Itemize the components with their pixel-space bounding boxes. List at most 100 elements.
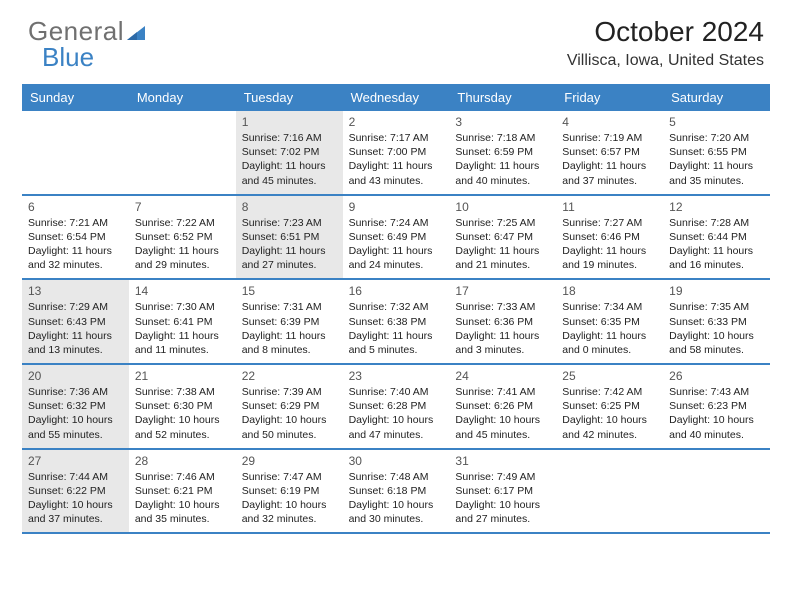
day-number: 23 — [349, 369, 444, 383]
day-number: 11 — [562, 200, 657, 214]
day-number: 31 — [455, 454, 550, 468]
day-info: Sunrise: 7:30 AMSunset: 6:41 PMDaylight:… — [135, 300, 230, 357]
day-cell: 4Sunrise: 7:19 AMSunset: 6:57 PMDaylight… — [556, 111, 663, 194]
day-info: Sunrise: 7:32 AMSunset: 6:38 PMDaylight:… — [349, 300, 444, 357]
day-number: 10 — [455, 200, 550, 214]
title-block: October 2024 Villisca, Iowa, United Stat… — [567, 16, 764, 70]
day-cell: 10 Sunrise: 7:25 AMSunset: 6:47 PMDayligh… — [449, 196, 556, 279]
day-number: 30 — [349, 454, 444, 468]
day-cell: 9 Sunrise: 7:24 AMSunset: 6:49 PMDaylight… — [343, 196, 450, 279]
month-title: October 2024 — [567, 16, 764, 48]
day-number: 16 — [349, 284, 444, 298]
day-number: 26 — [669, 369, 764, 383]
day-header-sun: Sunday — [22, 84, 129, 111]
weeks-container: 1 Sunrise: 7:16 AMSunset: 7:02 PMDaylight… — [22, 111, 770, 534]
day-info: Sunrise: 7:28 AMSunset: 6:44 PMDaylight:… — [669, 216, 764, 273]
day-number: 24 — [455, 369, 550, 383]
day-number: 20 — [28, 369, 123, 383]
day-number: 15 — [242, 284, 337, 298]
day-info: Sunrise: 7:18 AMSunset: 6:59 PMDaylight:… — [455, 131, 550, 188]
day-info: Sunrise: 7:17 AMSunset: 7:00 PMDaylight:… — [349, 131, 444, 188]
day-info: Sunrise: 7:16 AMSunset: 7:02 PMDaylight:… — [242, 131, 337, 188]
day-info: Sunrise: 7:36 AMSunset: 6:32 PMDaylight:… — [28, 385, 123, 442]
day-header-fri: Friday — [556, 84, 663, 111]
day-cell: 28 Sunrise: 7:46 AMSunset: 6:21 PMDayligh… — [129, 450, 236, 533]
day-cell: 11 Sunrise: 7:27 AMSunset: 6:46 PMDayligh… — [556, 196, 663, 279]
day-number: 1 — [242, 115, 337, 129]
day-header-mon: Monday — [129, 84, 236, 111]
logo-triangle-icon — [125, 22, 147, 42]
day-cell — [663, 450, 770, 533]
day-info: Sunrise: 7:23 AMSunset: 6:51 PMDaylight:… — [242, 216, 337, 273]
day-info: Sunrise: 7:46 AMSunset: 6:21 PMDaylight:… — [135, 470, 230, 527]
logo-text-blue: Blue — [42, 42, 94, 73]
day-info: Sunrise: 7:22 AMSunset: 6:52 PMDaylight:… — [135, 216, 230, 273]
day-number: 22 — [242, 369, 337, 383]
day-cell: 6Sunrise: 7:21 AMSunset: 6:54 PMDaylight… — [22, 196, 129, 279]
week-row: 6Sunrise: 7:21 AMSunset: 6:54 PMDaylight… — [22, 196, 770, 281]
day-cell — [129, 111, 236, 194]
day-header-thu: Thursday — [449, 84, 556, 111]
day-number: 8 — [242, 200, 337, 214]
day-number: 12 — [669, 200, 764, 214]
day-cell — [22, 111, 129, 194]
day-number: 25 — [562, 369, 657, 383]
calendar: Sunday Monday Tuesday Wednesday Thursday… — [22, 84, 770, 534]
day-info: Sunrise: 7:20 AMSunset: 6:55 PMDaylight:… — [669, 131, 764, 188]
day-header-wed: Wednesday — [343, 84, 450, 111]
day-cell: 5Sunrise: 7:20 AMSunset: 6:55 PMDaylight… — [663, 111, 770, 194]
day-info: Sunrise: 7:41 AMSunset: 6:26 PMDaylight:… — [455, 385, 550, 442]
day-cell: 14Sunrise: 7:30 AMSunset: 6:41 PMDayligh… — [129, 280, 236, 363]
week-row: 20 Sunrise: 7:36 AMSunset: 6:32 PMDayligh… — [22, 365, 770, 450]
day-cell: 15 Sunrise: 7:31 AMSunset: 6:39 PMDayligh… — [236, 280, 343, 363]
day-info: Sunrise: 7:42 AMSunset: 6:25 PMDaylight:… — [562, 385, 657, 442]
day-info: Sunrise: 7:48 AMSunset: 6:18 PMDaylight:… — [349, 470, 444, 527]
week-row: 27Sunrise: 7:44 AMSunset: 6:22 PMDayligh… — [22, 450, 770, 535]
day-info: Sunrise: 7:43 AMSunset: 6:23 PMDaylight:… — [669, 385, 764, 442]
day-info: Sunrise: 7:25 AMSunset: 6:47 PMDaylight:… — [455, 216, 550, 273]
day-cell: 31 Sunrise: 7:49 AMSunset: 6:17 PMDayligh… — [449, 450, 556, 533]
day-cell: 7 Sunrise: 7:22 AMSunset: 6:52 PMDaylight… — [129, 196, 236, 279]
day-cell: 1 Sunrise: 7:16 AMSunset: 7:02 PMDaylight… — [236, 111, 343, 194]
day-cell: 16 Sunrise: 7:32 AMSunset: 6:38 PMDayligh… — [343, 280, 450, 363]
day-info: Sunrise: 7:49 AMSunset: 6:17 PMDaylight:… — [455, 470, 550, 527]
day-cell: 20 Sunrise: 7:36 AMSunset: 6:32 PMDayligh… — [22, 365, 129, 448]
day-cell: 21 Sunrise: 7:38 AMSunset: 6:30 PMDayligh… — [129, 365, 236, 448]
day-cell: 22 Sunrise: 7:39 AMSunset: 6:29 PMDayligh… — [236, 365, 343, 448]
day-info: Sunrise: 7:38 AMSunset: 6:30 PMDaylight:… — [135, 385, 230, 442]
day-number: 3 — [455, 115, 550, 129]
day-info: Sunrise: 7:31 AMSunset: 6:39 PMDaylight:… — [242, 300, 337, 357]
day-info: Sunrise: 7:24 AMSunset: 6:49 PMDaylight:… — [349, 216, 444, 273]
day-number: 7 — [135, 200, 230, 214]
day-info: Sunrise: 7:33 AMSunset: 6:36 PMDaylight:… — [455, 300, 550, 357]
day-cell: 13 Sunrise: 7:29 AMSunset: 6:43 PMDayligh… — [22, 280, 129, 363]
day-cell: 18 Sunrise: 7:34 AMSunset: 6:35 PMDayligh… — [556, 280, 663, 363]
day-header-tue: Tuesday — [236, 84, 343, 111]
day-info: Sunrise: 7:40 AMSunset: 6:28 PMDaylight:… — [349, 385, 444, 442]
day-cell — [556, 450, 663, 533]
day-cell: 30 Sunrise: 7:48 AMSunset: 6:18 PMDayligh… — [343, 450, 450, 533]
day-info: Sunrise: 7:19 AMSunset: 6:57 PMDaylight:… — [562, 131, 657, 188]
day-header-sat: Saturday — [663, 84, 770, 111]
day-info: Sunrise: 7:34 AMSunset: 6:35 PMDaylight:… — [562, 300, 657, 357]
day-info: Sunrise: 7:29 AMSunset: 6:43 PMDaylight:… — [28, 300, 123, 357]
day-number: 6 — [28, 200, 123, 214]
location: Villisca, Iowa, United States — [567, 52, 764, 70]
day-number: 13 — [28, 284, 123, 298]
day-cell: 24 Sunrise: 7:41 AMSunset: 6:26 PMDayligh… — [449, 365, 556, 448]
day-number: 9 — [349, 200, 444, 214]
day-number: 17 — [455, 284, 550, 298]
week-row: 1 Sunrise: 7:16 AMSunset: 7:02 PMDaylight… — [22, 111, 770, 196]
day-number: 28 — [135, 454, 230, 468]
day-number: 18 — [562, 284, 657, 298]
day-info: Sunrise: 7:27 AMSunset: 6:46 PMDaylight:… — [562, 216, 657, 273]
day-info: Sunrise: 7:39 AMSunset: 6:29 PMDaylight:… — [242, 385, 337, 442]
week-row: 13 Sunrise: 7:29 AMSunset: 6:43 PMDayligh… — [22, 280, 770, 365]
day-header-row: Sunday Monday Tuesday Wednesday Thursday… — [22, 84, 770, 111]
day-number: 21 — [135, 369, 230, 383]
day-cell: 17 Sunrise: 7:33 AMSunset: 6:36 PMDayligh… — [449, 280, 556, 363]
day-info: Sunrise: 7:47 AMSunset: 6:19 PMDaylight:… — [242, 470, 337, 527]
day-cell: 12 Sunrise: 7:28 AMSunset: 6:44 PMDayligh… — [663, 196, 770, 279]
day-cell: 2Sunrise: 7:17 AMSunset: 7:00 PMDaylight… — [343, 111, 450, 194]
day-number: 29 — [242, 454, 337, 468]
